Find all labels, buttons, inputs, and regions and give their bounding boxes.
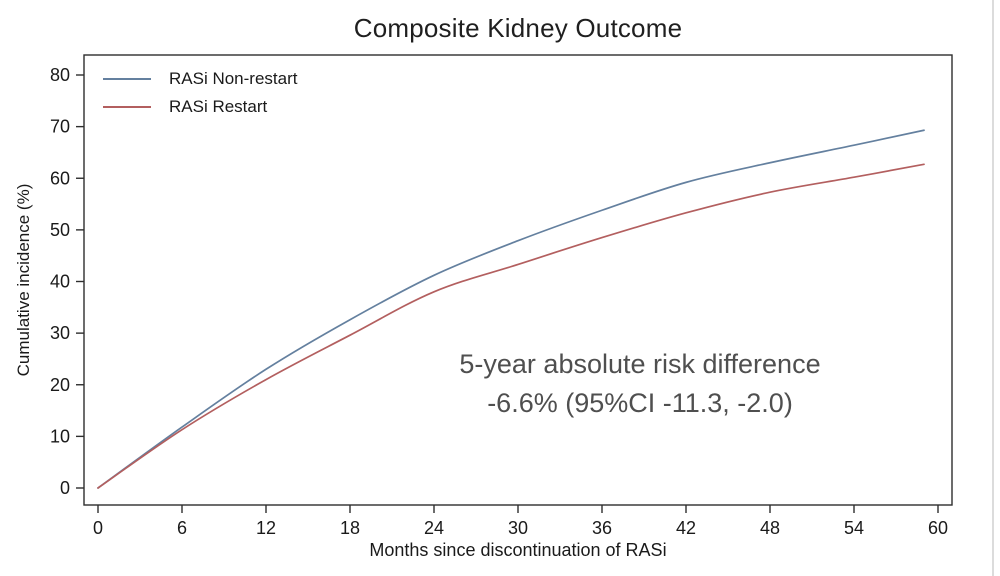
x-tick-label: 12	[256, 518, 276, 538]
y-tick-label: 40	[50, 272, 70, 292]
screen-edge-artifact	[992, 0, 994, 576]
non-restart-line-swatch	[103, 78, 151, 80]
legend-label-non-restart: RASi Non-restart	[169, 69, 298, 88]
x-tick-label: 54	[844, 518, 864, 538]
x-tick-label: 18	[340, 518, 360, 538]
restart-line-swatch	[103, 106, 151, 108]
legend-item-restart: RASi Restart	[103, 93, 297, 121]
x-tick-label: 24	[424, 518, 444, 538]
y-tick-label: 10	[50, 426, 70, 446]
legend: RASi Non-restart RASi Restart	[103, 65, 297, 121]
legend-item-non-restart: RASi Non-restart	[103, 65, 297, 93]
x-tick-label: 42	[676, 518, 696, 538]
x-axis-label: Months since discontinuation of RASi	[369, 540, 667, 560]
legend-label-restart: RASi Restart	[169, 97, 268, 116]
x-tick-label: 48	[760, 518, 780, 538]
risk-difference-annotation: 5-year absolute risk difference -6.6% (9…	[405, 345, 875, 423]
y-tick-label: 20	[50, 375, 70, 395]
y-tick-label: 30	[50, 323, 70, 343]
x-tick-label: 6	[177, 518, 187, 538]
chart-title: Composite Kidney Outcome	[353, 13, 683, 43]
plot-frame	[83, 54, 953, 506]
x-tick-label: 30	[508, 518, 528, 538]
y-tick-label: 60	[50, 168, 70, 188]
y-tick-label: 80	[50, 65, 70, 85]
y-tick-label: 0	[60, 478, 70, 498]
x-tick-label: 0	[93, 518, 103, 538]
y-tick-label: 50	[50, 220, 70, 240]
series-line-non-restart	[97, 129, 925, 489]
annotation-line-1: 5-year absolute risk difference	[459, 349, 821, 379]
x-tick-label: 60	[928, 518, 948, 538]
series-line-restart	[97, 163, 925, 489]
y-tick-label: 70	[50, 117, 70, 137]
annotation-line-2: -6.6% (95%CI -11.3, -2.0)	[487, 388, 793, 418]
x-tick-label: 36	[592, 518, 612, 538]
